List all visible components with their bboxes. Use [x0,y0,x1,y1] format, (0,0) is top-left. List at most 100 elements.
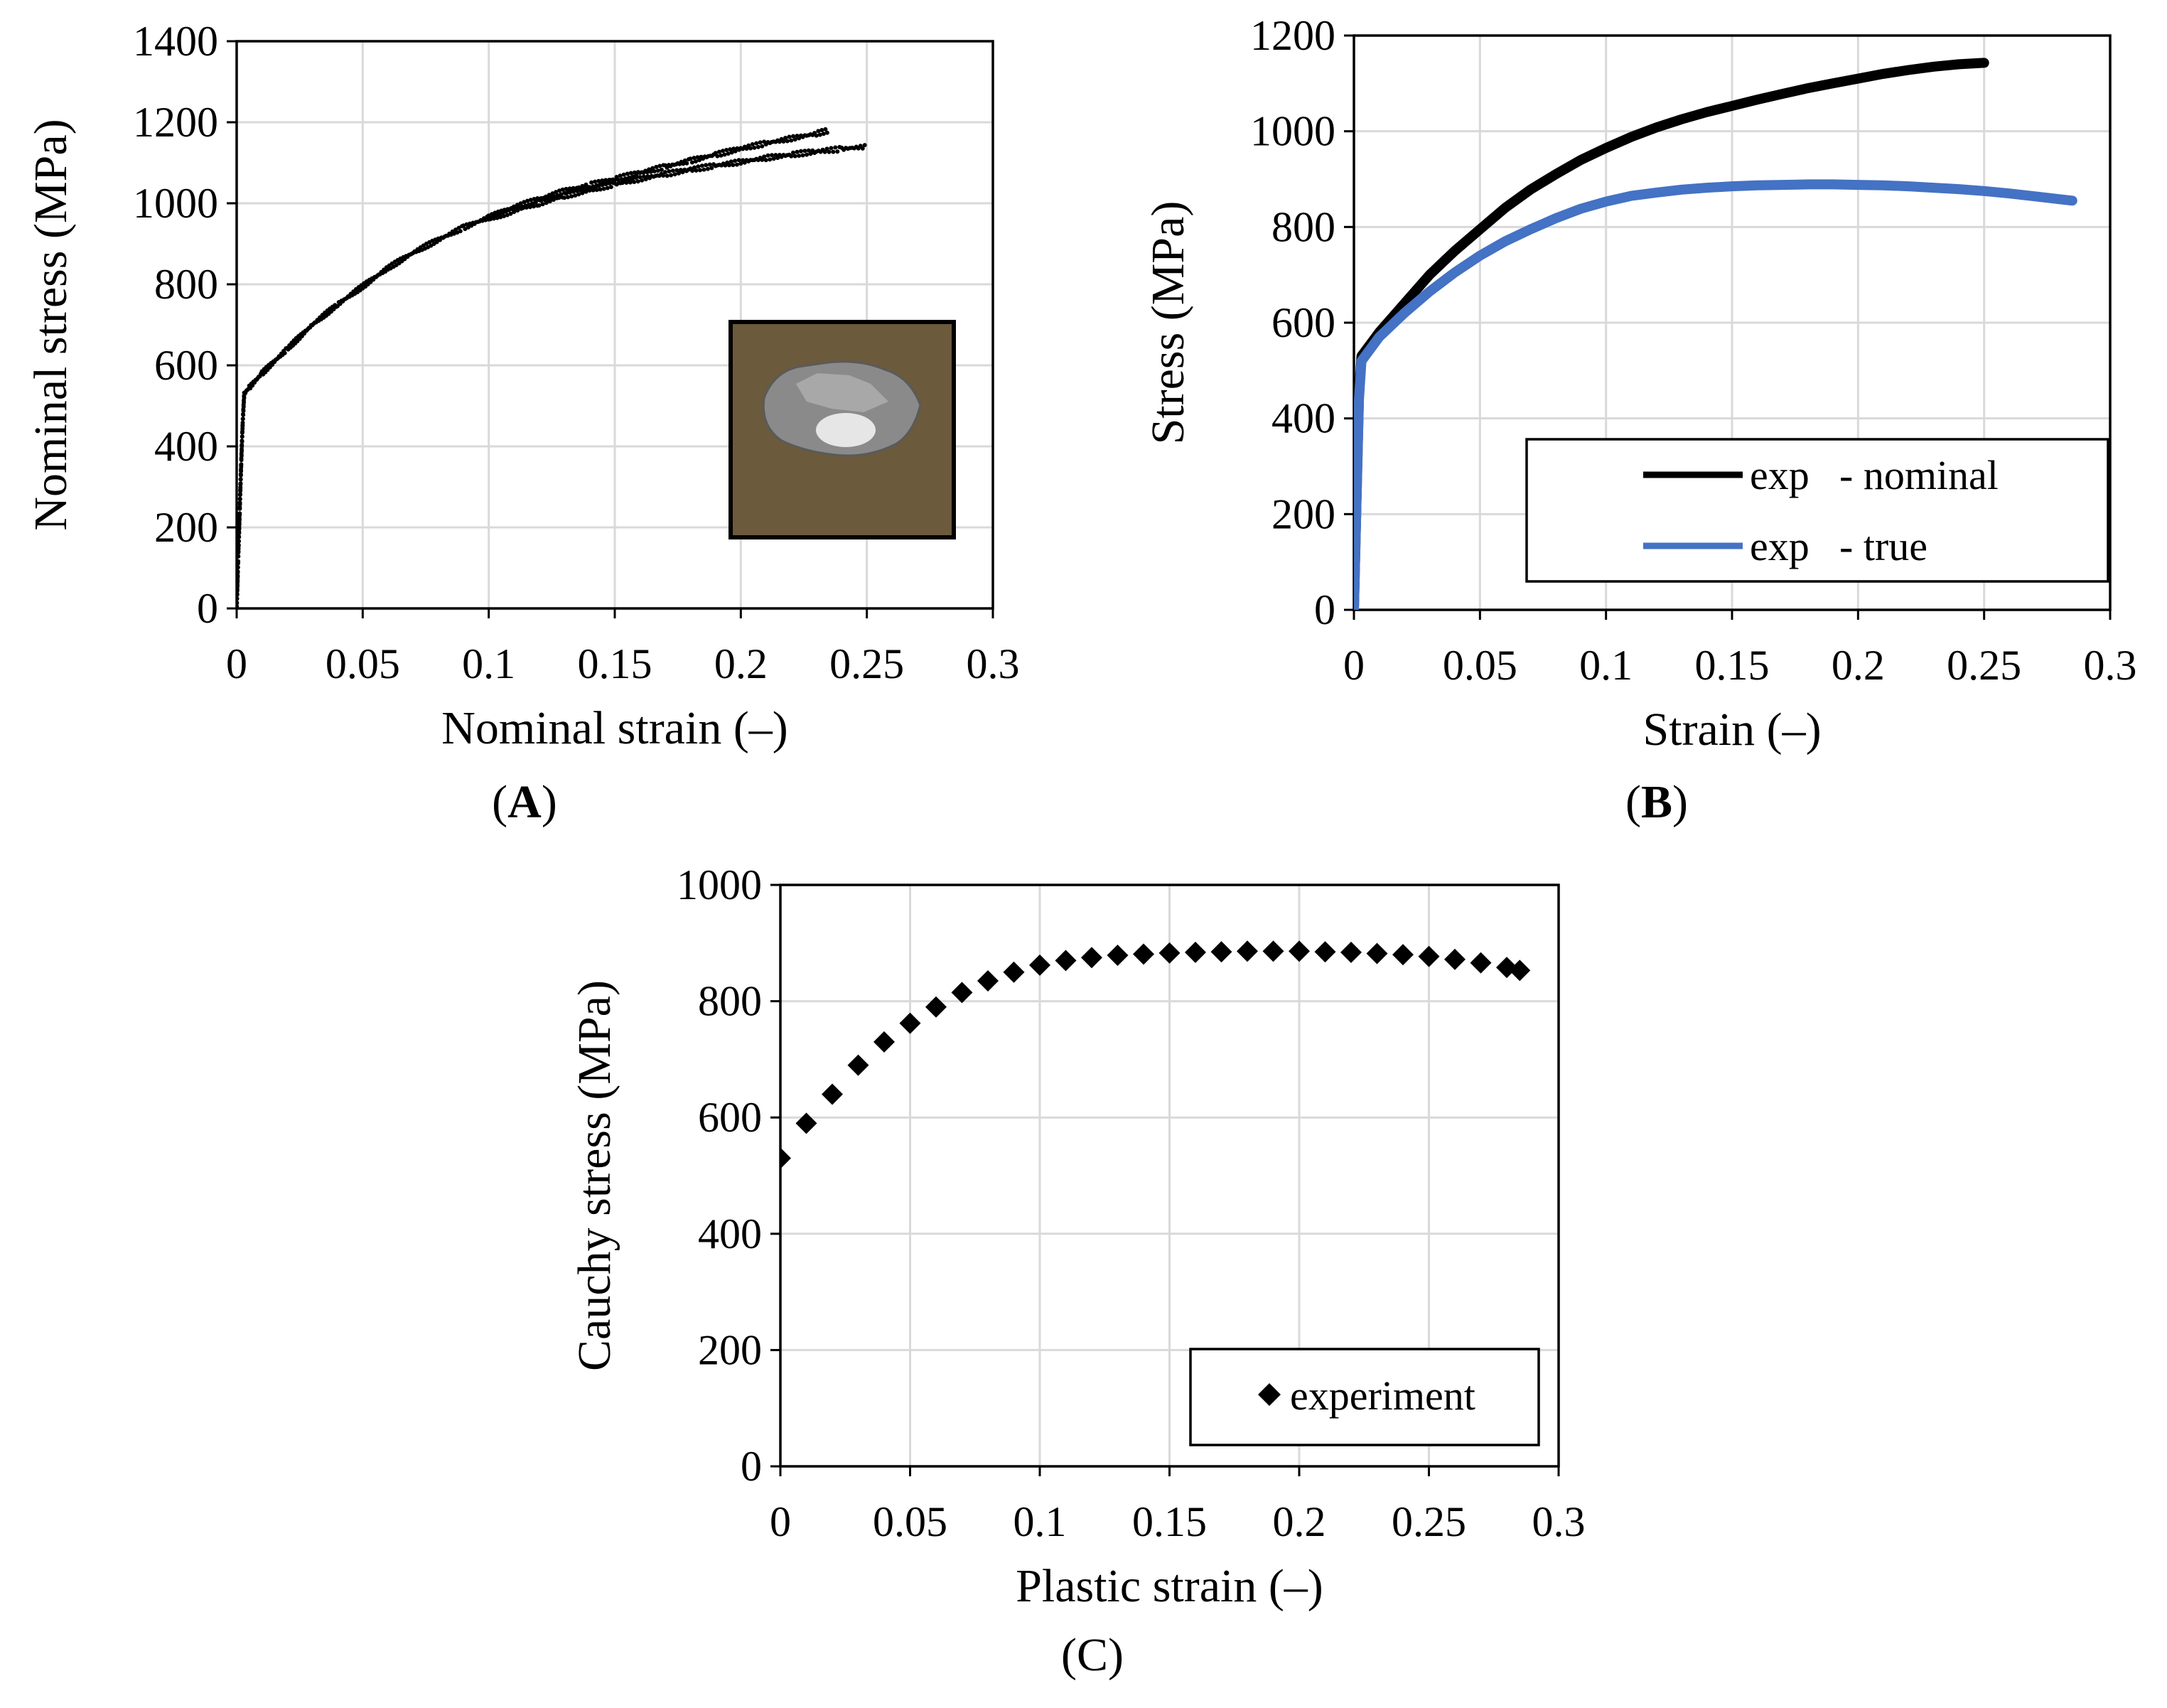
data-point [835,149,840,154]
data-point [242,395,247,400]
diamond-marker [1185,941,1206,963]
diamond-marker [847,1054,869,1076]
panel-caption: (C) [1061,1629,1124,1681]
data-point [241,412,246,417]
diamond-marker [1133,943,1154,965]
x-tick-label: 0.2 [1273,1498,1326,1545]
y-tick-label: 1000 [133,180,218,227]
diamond-marker [977,970,999,992]
data-point [760,144,765,149]
data-point [833,145,838,150]
data-point [785,139,790,144]
diamond-marker [1340,941,1362,963]
data-point [795,149,800,154]
data-point [634,176,638,181]
data-point [240,417,245,421]
data-point [603,182,608,187]
data-point [707,162,712,167]
y-tick-label: 0 [741,1443,762,1490]
data-point [237,502,242,507]
data-point [690,168,695,173]
data-point [638,175,642,180]
diamond-marker [1392,944,1414,966]
data-point [569,194,574,199]
data-point [789,138,794,143]
data-point [500,210,505,215]
data-point [650,166,655,171]
caption-paren-close: ) [1108,1629,1124,1681]
data-point [594,188,599,193]
data-point [466,225,470,230]
data-point [573,193,578,198]
data-point [669,173,674,178]
y-tick-label: 400 [154,423,218,470]
data-point [655,168,660,173]
plot-area [780,940,1531,1169]
data-point [239,462,244,467]
data-point [628,180,633,185]
data-point [694,159,698,163]
x-tick-label: 0.1 [1013,1498,1067,1545]
data-point [240,420,245,425]
data-point [495,215,500,220]
data-point [694,168,699,173]
data-point [736,158,741,163]
data-point [715,154,720,159]
legend: exp - nominal exp - true [1525,438,2109,583]
data-point [862,143,867,148]
data-point [672,172,677,177]
data-point [237,579,240,584]
data-point [567,190,572,195]
data-point [237,506,242,511]
data-point [688,156,693,161]
y-tick-label: 800 [1271,203,1335,250]
data-point [596,178,601,183]
diamond-marker [1003,961,1025,983]
data-point [458,229,463,234]
data-point [501,214,506,219]
data-point [241,404,246,409]
data-point [763,158,768,163]
data-point [540,202,545,207]
data-point [238,473,243,478]
diamond-marker [1262,940,1284,962]
data-point [525,198,529,203]
data-point [756,144,760,149]
data-point [783,136,788,140]
y-tick-label: 800 [698,978,762,1025]
data-point [241,409,246,414]
data-point [797,154,802,159]
data-point [237,574,240,579]
x-tick-label: 0.2 [714,640,768,687]
y-tick-label: 1000 [1250,108,1335,155]
caption-paren-open: ( [492,776,507,828]
data-point [616,178,621,182]
diamond-marker [1210,941,1232,963]
data-point [762,154,767,159]
data-point [237,526,242,531]
data-point [562,195,567,200]
data-point [659,167,664,172]
data-point [237,592,240,597]
data-point [522,200,527,205]
data-point [237,600,240,605]
data-point [238,477,243,482]
specimen-glare [816,413,876,447]
data-point [238,481,243,485]
x-tick-label: 0.3 [2084,642,2137,689]
legend: experiment [1189,1348,1540,1446]
diamond-marker [1470,952,1492,974]
data-point [791,150,795,155]
data-point [860,146,865,151]
data-point [596,183,601,188]
y-tick-label: 200 [154,504,218,551]
panel-caption: (A) [492,776,557,828]
data-point [721,149,725,154]
diamond-marker [1029,954,1050,976]
data-point [528,198,533,203]
data-point [566,195,571,200]
data-point [821,131,826,136]
y-axis-label: Stress (MPa) [1142,201,1194,445]
x-tick-label: 0.3 [967,640,1020,687]
data-point [539,198,544,203]
